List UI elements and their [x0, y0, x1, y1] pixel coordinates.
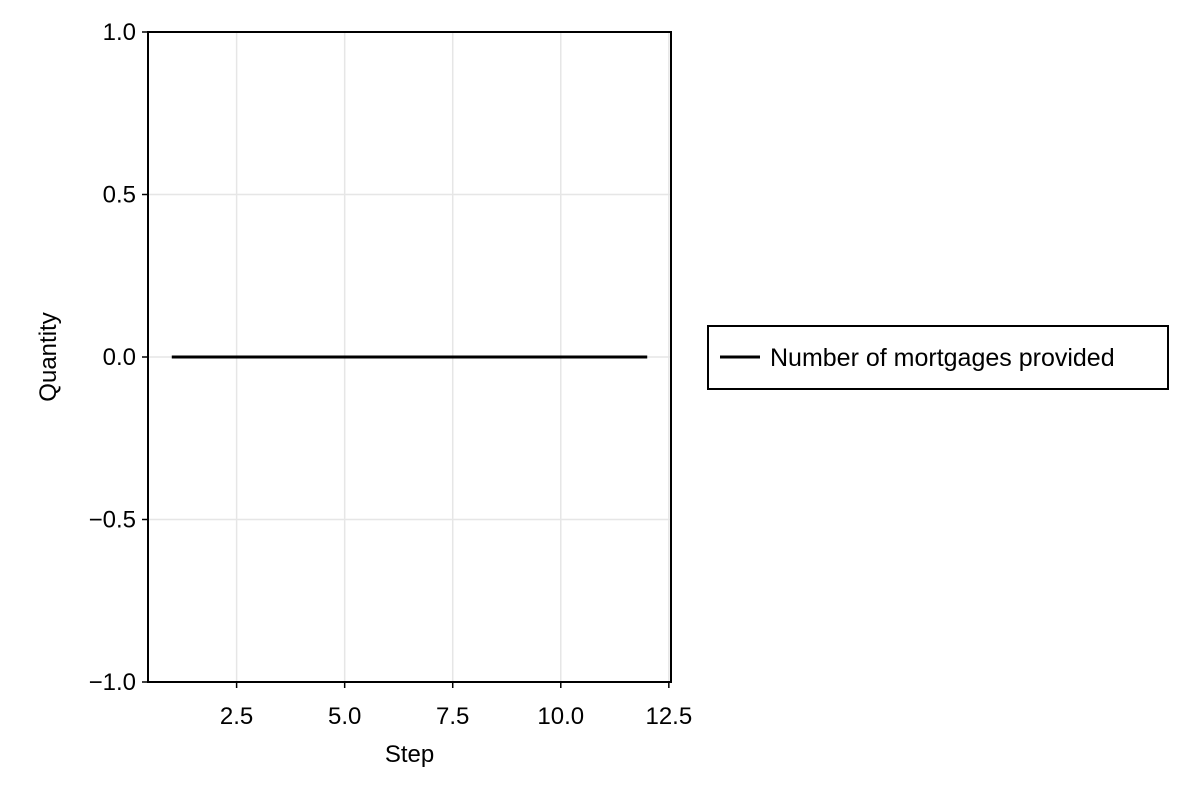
- x-tick-label: 2.5: [220, 703, 253, 730]
- x-tick-label: 7.5: [436, 703, 469, 730]
- legend-box: [707, 325, 1169, 390]
- y-tick-label: −0.5: [89, 507, 136, 534]
- legend-label: Number of mortgages provided: [770, 344, 1115, 372]
- y-tick-label: 1.0: [103, 19, 136, 46]
- legend: Number of mortgages provided: [707, 325, 1169, 390]
- x-tick-label: 10.0: [537, 703, 584, 730]
- ticks: 2.5 5.0 7.5 10.0 12.5 −1.0 −0.5 0.0 0.5 1.0: [89, 19, 693, 730]
- x-tick-label: 5.0: [328, 703, 361, 730]
- y-tick-label: −1.0: [89, 669, 136, 696]
- x-tick-label: 12.5: [645, 703, 692, 730]
- y-tick-label: 0.0: [103, 344, 136, 371]
- y-tick-label: 0.5: [103, 182, 136, 209]
- y-axis-title: Quantity: [35, 312, 62, 401]
- x-axis-title: Step: [385, 741, 434, 768]
